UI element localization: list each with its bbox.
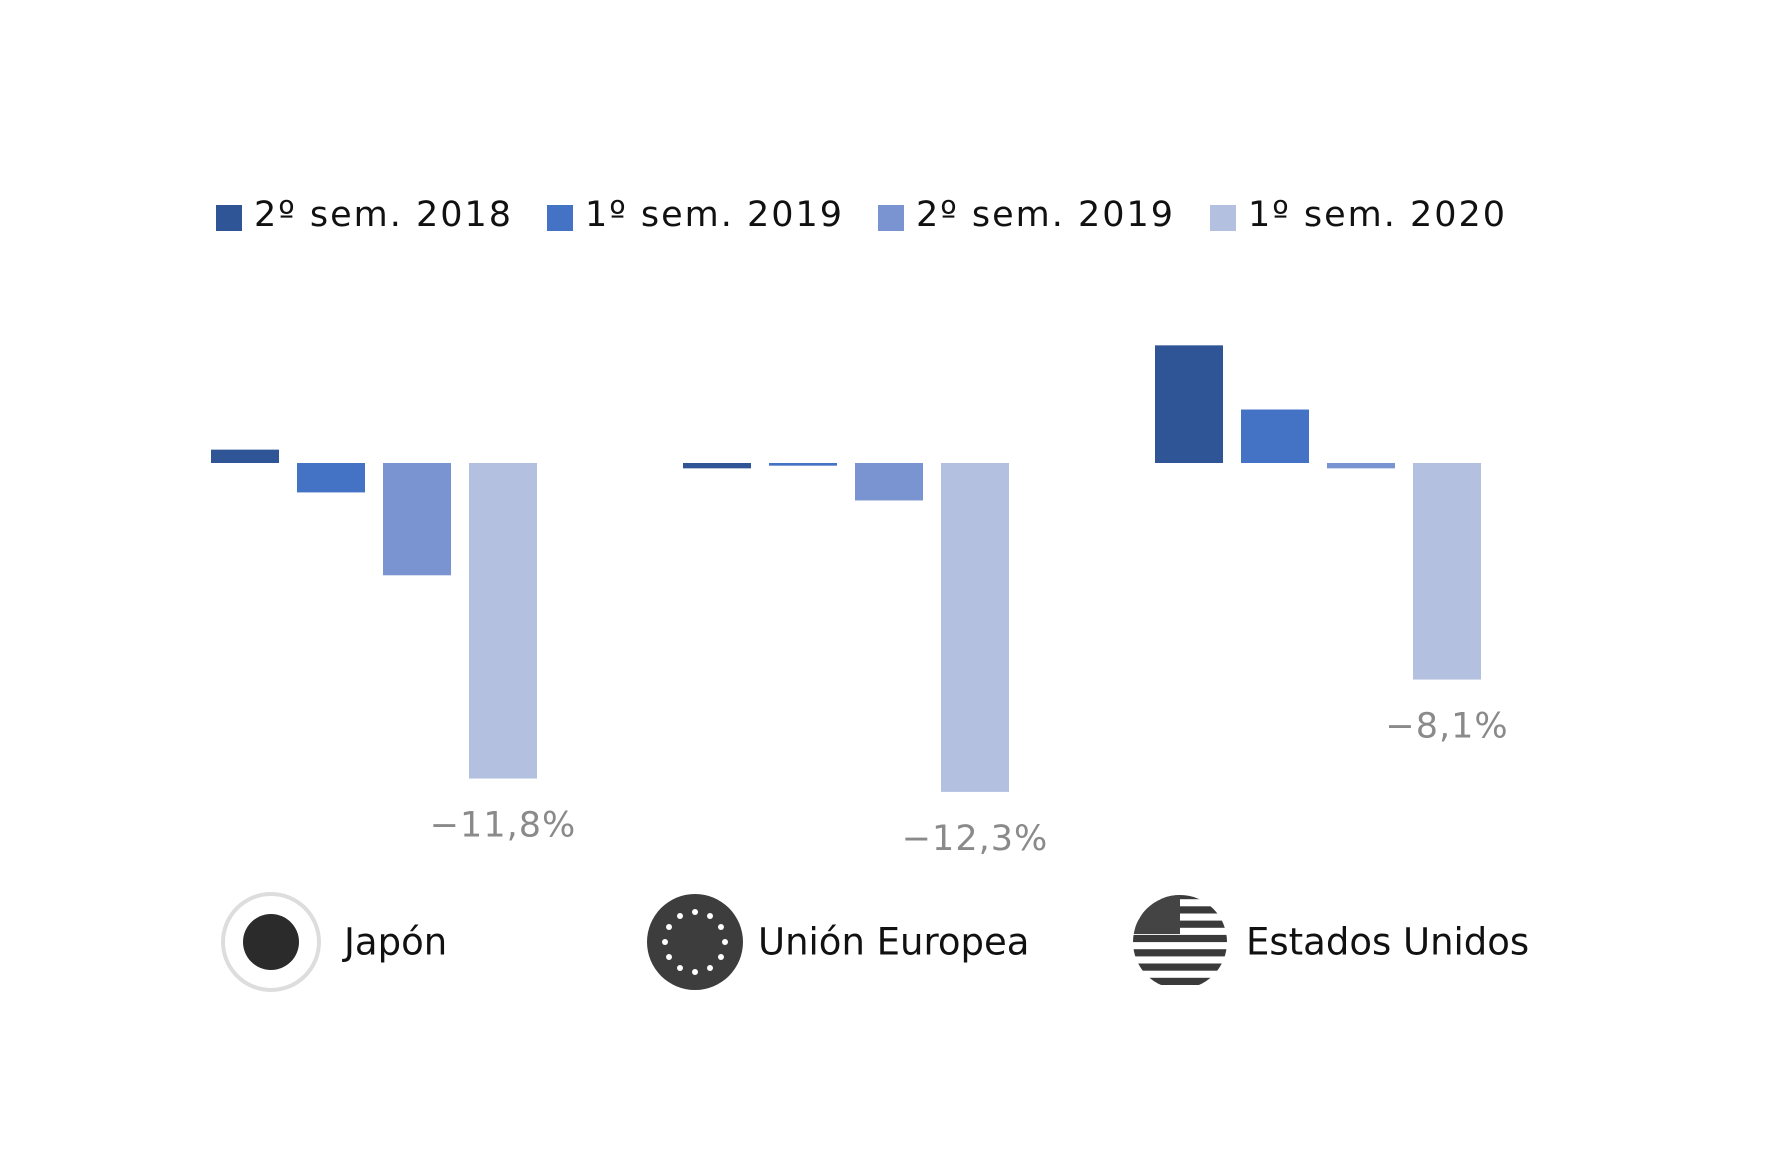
bar: [941, 463, 1009, 792]
star: [666, 954, 673, 960]
japan-icon: [221, 892, 321, 992]
bar: [1155, 345, 1223, 463]
star: [707, 913, 713, 920]
bar: [1327, 463, 1395, 469]
value-label: −8,1%: [1385, 707, 1508, 747]
bar: [769, 463, 837, 466]
value-label: −11,8%: [430, 806, 577, 846]
stripe: [1133, 977, 1227, 985]
star: [722, 939, 728, 945]
star: [717, 954, 724, 960]
bar: [469, 463, 537, 779]
category-label: Unión Europea: [758, 921, 1029, 964]
legend-swatch: [216, 205, 242, 231]
bar: [383, 463, 451, 576]
us-icon: [1133, 895, 1227, 989]
stripe: [1133, 963, 1227, 971]
legend-label: 1º sem. 2019: [585, 195, 844, 235]
legend-label: 1º sem. 2020: [1248, 195, 1507, 235]
star: [707, 964, 713, 971]
stripe: [1133, 934, 1227, 943]
stripe: [1133, 949, 1227, 957]
legend-label: 2º sem. 2019: [916, 195, 1175, 235]
star: [692, 969, 698, 975]
star: [677, 913, 683, 920]
value-label: −12,3%: [902, 819, 1049, 859]
bar: [855, 463, 923, 501]
star: [666, 924, 673, 930]
bar: [1241, 409, 1309, 463]
bar: [1413, 463, 1481, 680]
legend-label: 2º sem. 2018: [254, 195, 513, 235]
star: [692, 909, 698, 915]
bar: [683, 463, 751, 469]
legend-swatch: [547, 205, 573, 231]
bar: [211, 449, 279, 463]
bar: [297, 463, 365, 493]
legend-swatch: [878, 205, 904, 231]
legend-swatch: [1210, 205, 1236, 231]
star: [677, 964, 683, 971]
category-label: Japón: [342, 921, 447, 964]
eu-icon: [647, 894, 743, 990]
star: [662, 939, 668, 945]
category-label: Estados Unidos: [1246, 921, 1529, 964]
star: [717, 924, 724, 930]
